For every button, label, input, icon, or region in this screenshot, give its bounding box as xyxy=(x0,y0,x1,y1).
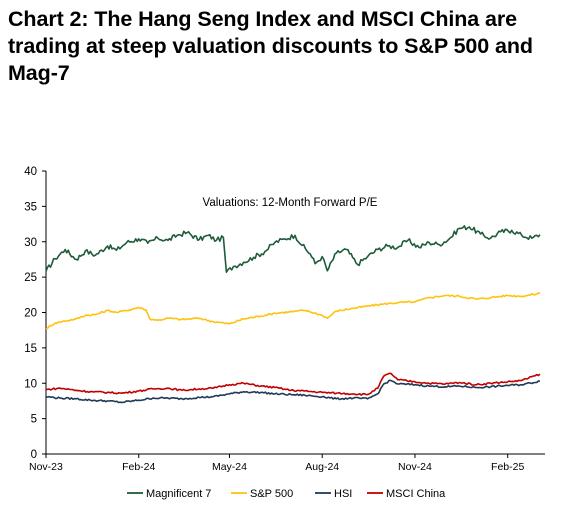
chart-legend: Magnificent 7 S&P 500 HSI MSCI China xyxy=(127,488,446,500)
x-tick-label: Nov-23 xyxy=(29,461,63,473)
x-tick-label: May-24 xyxy=(212,461,247,473)
y-tick-label: 40 xyxy=(24,166,37,178)
legend-label: S&P 500 xyxy=(250,488,293,500)
series-line-msci-china xyxy=(45,372,541,396)
chart-title: Chart 2: The Hang Seng Index and MSCI Ch… xyxy=(8,7,533,85)
x-tick-label: Feb-25 xyxy=(491,461,524,473)
y-tick-label: 5 xyxy=(31,414,37,426)
x-tick-label: Nov-24 xyxy=(398,461,432,473)
series-layer xyxy=(45,225,541,404)
y-tick-label: 0 xyxy=(31,449,37,461)
y-tick-label: 35 xyxy=(24,201,37,213)
series-line-hsi xyxy=(45,379,540,404)
chart-axes: 0 5 10 15 20 25 30 35 40 Nov-23 Feb-24 May-24 Aug-24… xyxy=(24,166,545,473)
y-tick-label: 30 xyxy=(24,237,37,249)
x-tick-label: Aug-24 xyxy=(305,461,339,473)
x-tick-label: Feb-24 xyxy=(122,461,155,473)
y-tick-label: 15 xyxy=(24,343,37,355)
y-tick-label: 20 xyxy=(24,308,37,320)
series-line-magnificent-7 xyxy=(45,225,541,273)
chart-annotation: Valuations: 12-Month Forward P/E xyxy=(203,197,378,209)
series-line-s-p-500 xyxy=(45,292,541,330)
y-tick-label: 25 xyxy=(24,272,37,284)
legend-label: HSI xyxy=(334,488,352,500)
y-tick-label: 10 xyxy=(24,378,37,390)
legend-label: Magnificent 7 xyxy=(146,488,211,500)
legend-label: MSCI China xyxy=(386,488,446,500)
